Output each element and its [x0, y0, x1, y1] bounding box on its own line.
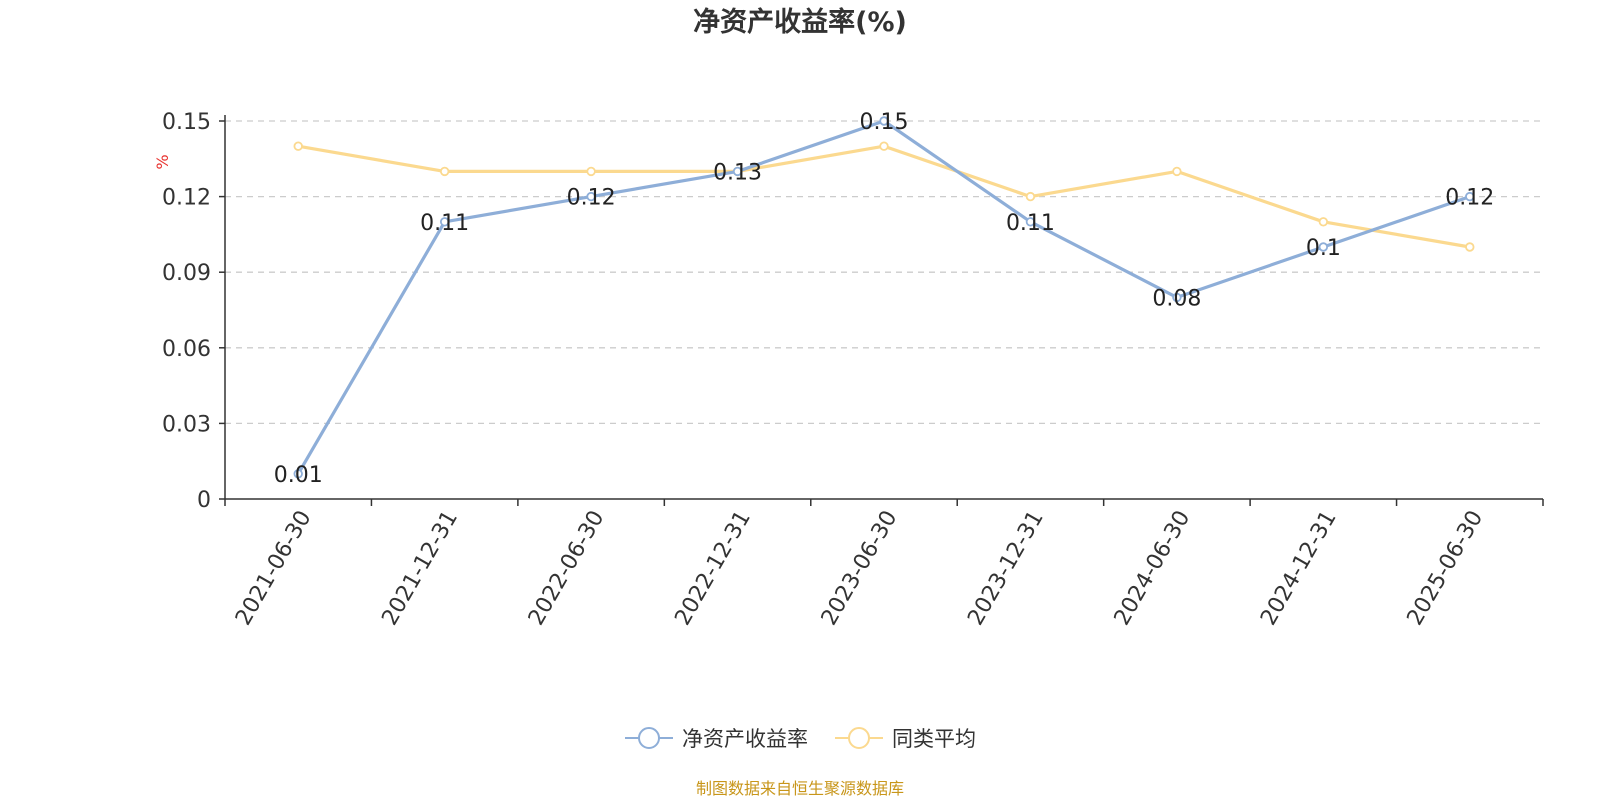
x-tick-label: 2023-12-31 [963, 507, 1049, 630]
series-point[interactable] [1172, 166, 1182, 177]
series-lines [293, 116, 1475, 479]
series-point[interactable] [1025, 217, 1036, 227]
series-point[interactable] [1172, 292, 1182, 303]
series-point[interactable] [1318, 217, 1329, 227]
data-label: 0.08 [1152, 286, 1201, 311]
legend-label: 同类平均 [892, 727, 976, 751]
y-tick-label: 0.12 [162, 186, 211, 211]
series-point[interactable] [439, 166, 450, 177]
series-line [296, 119, 1471, 475]
data-label: 0.1 [1306, 236, 1341, 261]
y-tick-label: 0.03 [162, 412, 211, 437]
x-tick-label: 2022-06-30 [524, 507, 610, 630]
legend-label: 净资产收益率 [682, 727, 808, 751]
legend-marker-icon [625, 727, 673, 749]
series-point[interactable] [879, 141, 889, 151]
y-tick-label: 0 [197, 488, 211, 513]
legend: 净资产收益率 同类平均 [0, 718, 1600, 758]
y-axis-unit-label: % [153, 154, 172, 169]
x-tick-label: 2024-06-30 [1110, 507, 1196, 630]
series-point[interactable] [879, 116, 889, 126]
series-point[interactable] [586, 191, 596, 202]
series-point[interactable] [1465, 191, 1475, 202]
data-label: 0.15 [860, 110, 909, 135]
y-tick-label: 0.09 [162, 261, 211, 286]
series-point[interactable] [1318, 242, 1329, 252]
chart-title: 净资产收益率(%) [693, 7, 907, 38]
series-point[interactable] [439, 217, 450, 227]
x-tick-label: 2022-12-31 [670, 507, 756, 630]
y-axis: 0 0.03 0.06 0.09 0.12 0.15% [153, 110, 226, 513]
x-tick-label: 2023-06-30 [817, 507, 903, 630]
series-point[interactable] [1465, 242, 1475, 252]
y-tick-label: 0.06 [162, 337, 211, 362]
x-tick-label: 2024-12-31 [1256, 507, 1342, 630]
legend-item[interactable]: 净资产收益率 [624, 723, 808, 753]
source-note: 制图数据来自恒生聚源数据库 [695, 779, 904, 798]
data-label: 0.11 [1006, 211, 1055, 236]
data-label: 0.12 [567, 186, 616, 211]
x-tick-label: 2021-12-31 [377, 507, 463, 630]
y-tick-label: 0.15 [162, 110, 211, 135]
data-label: 0.01 [274, 463, 323, 488]
x-tick-label: 2021-06-30 [231, 507, 317, 630]
series-point[interactable] [293, 469, 303, 479]
data-labels: 0.01 0.11 0.12 0.13 0.15 0.11 0.08 0.1 0.12 [274, 110, 1495, 488]
legend-marker-icon [835, 727, 883, 749]
series-point[interactable] [732, 166, 743, 177]
data-label: 0.13 [713, 160, 762, 185]
series-point[interactable] [586, 166, 596, 177]
series-point[interactable] [293, 141, 303, 151]
x-axis: 2021-06-30 2021-12-31 2022-06-30 2022-12-31… [224, 498, 1544, 630]
x-tick-label: 2025-06-30 [1403, 507, 1489, 630]
data-label: 0.11 [420, 211, 469, 236]
data-label: 0.12 [1445, 186, 1494, 211]
series-point[interactable] [1025, 191, 1036, 202]
legend-item[interactable]: 同类平均 [834, 723, 976, 753]
